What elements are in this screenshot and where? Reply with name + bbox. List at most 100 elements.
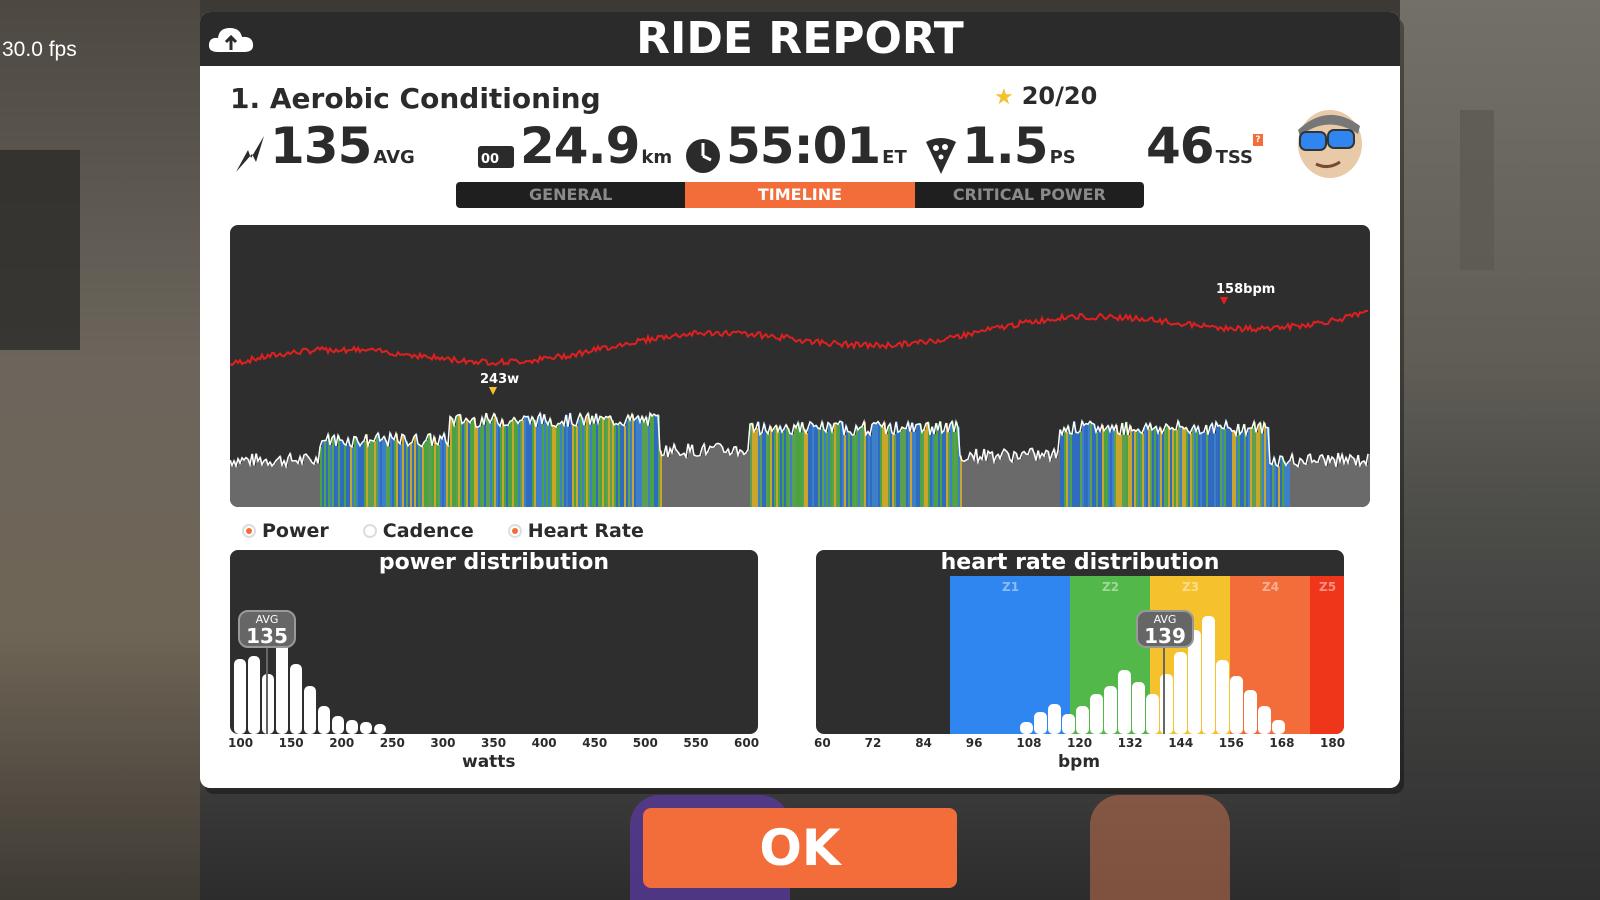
power-bar — [568, 426, 570, 507]
power-bar — [1340, 461, 1342, 507]
power-bar — [694, 454, 696, 507]
power-bar — [626, 419, 628, 507]
power-bar — [1192, 428, 1194, 507]
power-bar — [686, 456, 688, 507]
power-bar — [258, 461, 260, 507]
legend-cadence[interactable]: Cadence — [362, 520, 474, 542]
power-bar — [314, 463, 316, 507]
power-bar — [950, 424, 952, 507]
power-bar — [1292, 454, 1294, 507]
power-bar — [532, 416, 534, 507]
power-bar — [918, 424, 920, 507]
power-bar — [1354, 458, 1356, 507]
workout-name: 1. Aerobic Conditioning — [230, 82, 601, 115]
hr-distribution-svg — [950, 576, 1344, 734]
power-distribution-bars — [234, 642, 386, 734]
axis-tick: 100 — [228, 736, 254, 750]
power-bar — [528, 416, 530, 507]
power-bar — [612, 420, 614, 507]
hr-zone-band — [1230, 576, 1310, 734]
power-bar — [460, 414, 462, 507]
power-bar — [526, 416, 528, 507]
power-bar — [396, 433, 398, 507]
axis-tick: 108 — [1016, 736, 1042, 750]
power-bar — [380, 440, 382, 507]
power-bar — [1020, 458, 1022, 507]
power-bar — [500, 426, 502, 507]
power-bar — [464, 422, 466, 507]
power-bar — [908, 422, 910, 507]
power-bar — [1014, 451, 1016, 507]
tab-timeline[interactable]: TIMELINE — [685, 182, 915, 208]
power-bar — [758, 421, 760, 507]
power-bar — [948, 432, 950, 507]
power-bar — [980, 456, 982, 507]
power-bar — [858, 429, 860, 507]
power-bar — [572, 423, 574, 507]
power-bar — [666, 445, 668, 507]
axis-tick: 168 — [1269, 736, 1295, 750]
power-bar — [590, 424, 592, 507]
power-bar — [486, 413, 488, 507]
tab-critical-power[interactable]: CRITICAL POWER — [952, 185, 1106, 204]
power-bar — [868, 431, 870, 507]
power-bar — [310, 459, 312, 507]
power-bar — [820, 428, 822, 507]
power-bar — [870, 434, 872, 507]
help-icon[interactable]: ? — [1253, 134, 1263, 146]
power-bar — [430, 433, 432, 507]
power-bar — [520, 420, 522, 507]
power-bar — [998, 454, 1000, 507]
power-bar — [958, 427, 960, 507]
power-bar — [266, 459, 268, 507]
power-bar — [1156, 426, 1158, 507]
power-bar — [1186, 427, 1188, 507]
power-bar — [522, 420, 524, 507]
radio-heart-rate[interactable] — [507, 524, 522, 538]
power-bar — [1260, 422, 1262, 507]
power-bar — [1248, 428, 1250, 507]
power-bar — [1144, 427, 1146, 507]
power-bar — [960, 455, 962, 507]
power-bar — [860, 427, 862, 507]
power-bar — [696, 455, 698, 507]
radio-power[interactable] — [242, 524, 256, 538]
power-bar — [790, 433, 792, 507]
power-bar — [1106, 428, 1108, 507]
power-bar — [1312, 462, 1314, 507]
power-distribution-bar — [290, 664, 302, 734]
power-bar — [508, 425, 510, 507]
timeline-chart[interactable]: 158bpm 243w — [230, 225, 1370, 507]
hr-zone-label: Z1 — [1002, 580, 1020, 594]
power-bar — [750, 424, 752, 507]
power-bar — [274, 463, 276, 507]
axis-tick: 120 — [1067, 736, 1093, 750]
power-bar — [570, 413, 572, 507]
power-avg-value: 135 — [246, 624, 288, 648]
power-bar — [618, 424, 620, 507]
power-bar — [622, 424, 624, 507]
power-bar — [1252, 427, 1254, 507]
power-bar — [1042, 453, 1044, 507]
power-bar — [856, 425, 858, 507]
power-bar — [1214, 433, 1216, 507]
legend-heart-rate[interactable]: Heart Rate — [507, 520, 644, 542]
ok-button[interactable]: OK — [643, 808, 957, 888]
power-bar — [492, 418, 494, 507]
power-bar — [840, 421, 842, 507]
power-bar — [1038, 450, 1040, 507]
power-bar — [930, 434, 932, 507]
power-bar — [248, 459, 250, 507]
power-bar — [1220, 425, 1222, 507]
radio-cadence[interactable] — [362, 524, 377, 538]
power-peak-label: 243w — [480, 372, 519, 387]
power-bar — [878, 421, 880, 507]
legend-power[interactable]: Power — [242, 520, 329, 542]
tab-general[interactable]: GENERAL — [529, 185, 613, 204]
cloud-upload-icon[interactable] — [206, 24, 256, 56]
power-bar — [556, 426, 558, 507]
power-bar — [1002, 453, 1004, 507]
power-bar — [954, 431, 956, 507]
power-bar — [542, 423, 544, 507]
power-bar — [1240, 434, 1242, 507]
